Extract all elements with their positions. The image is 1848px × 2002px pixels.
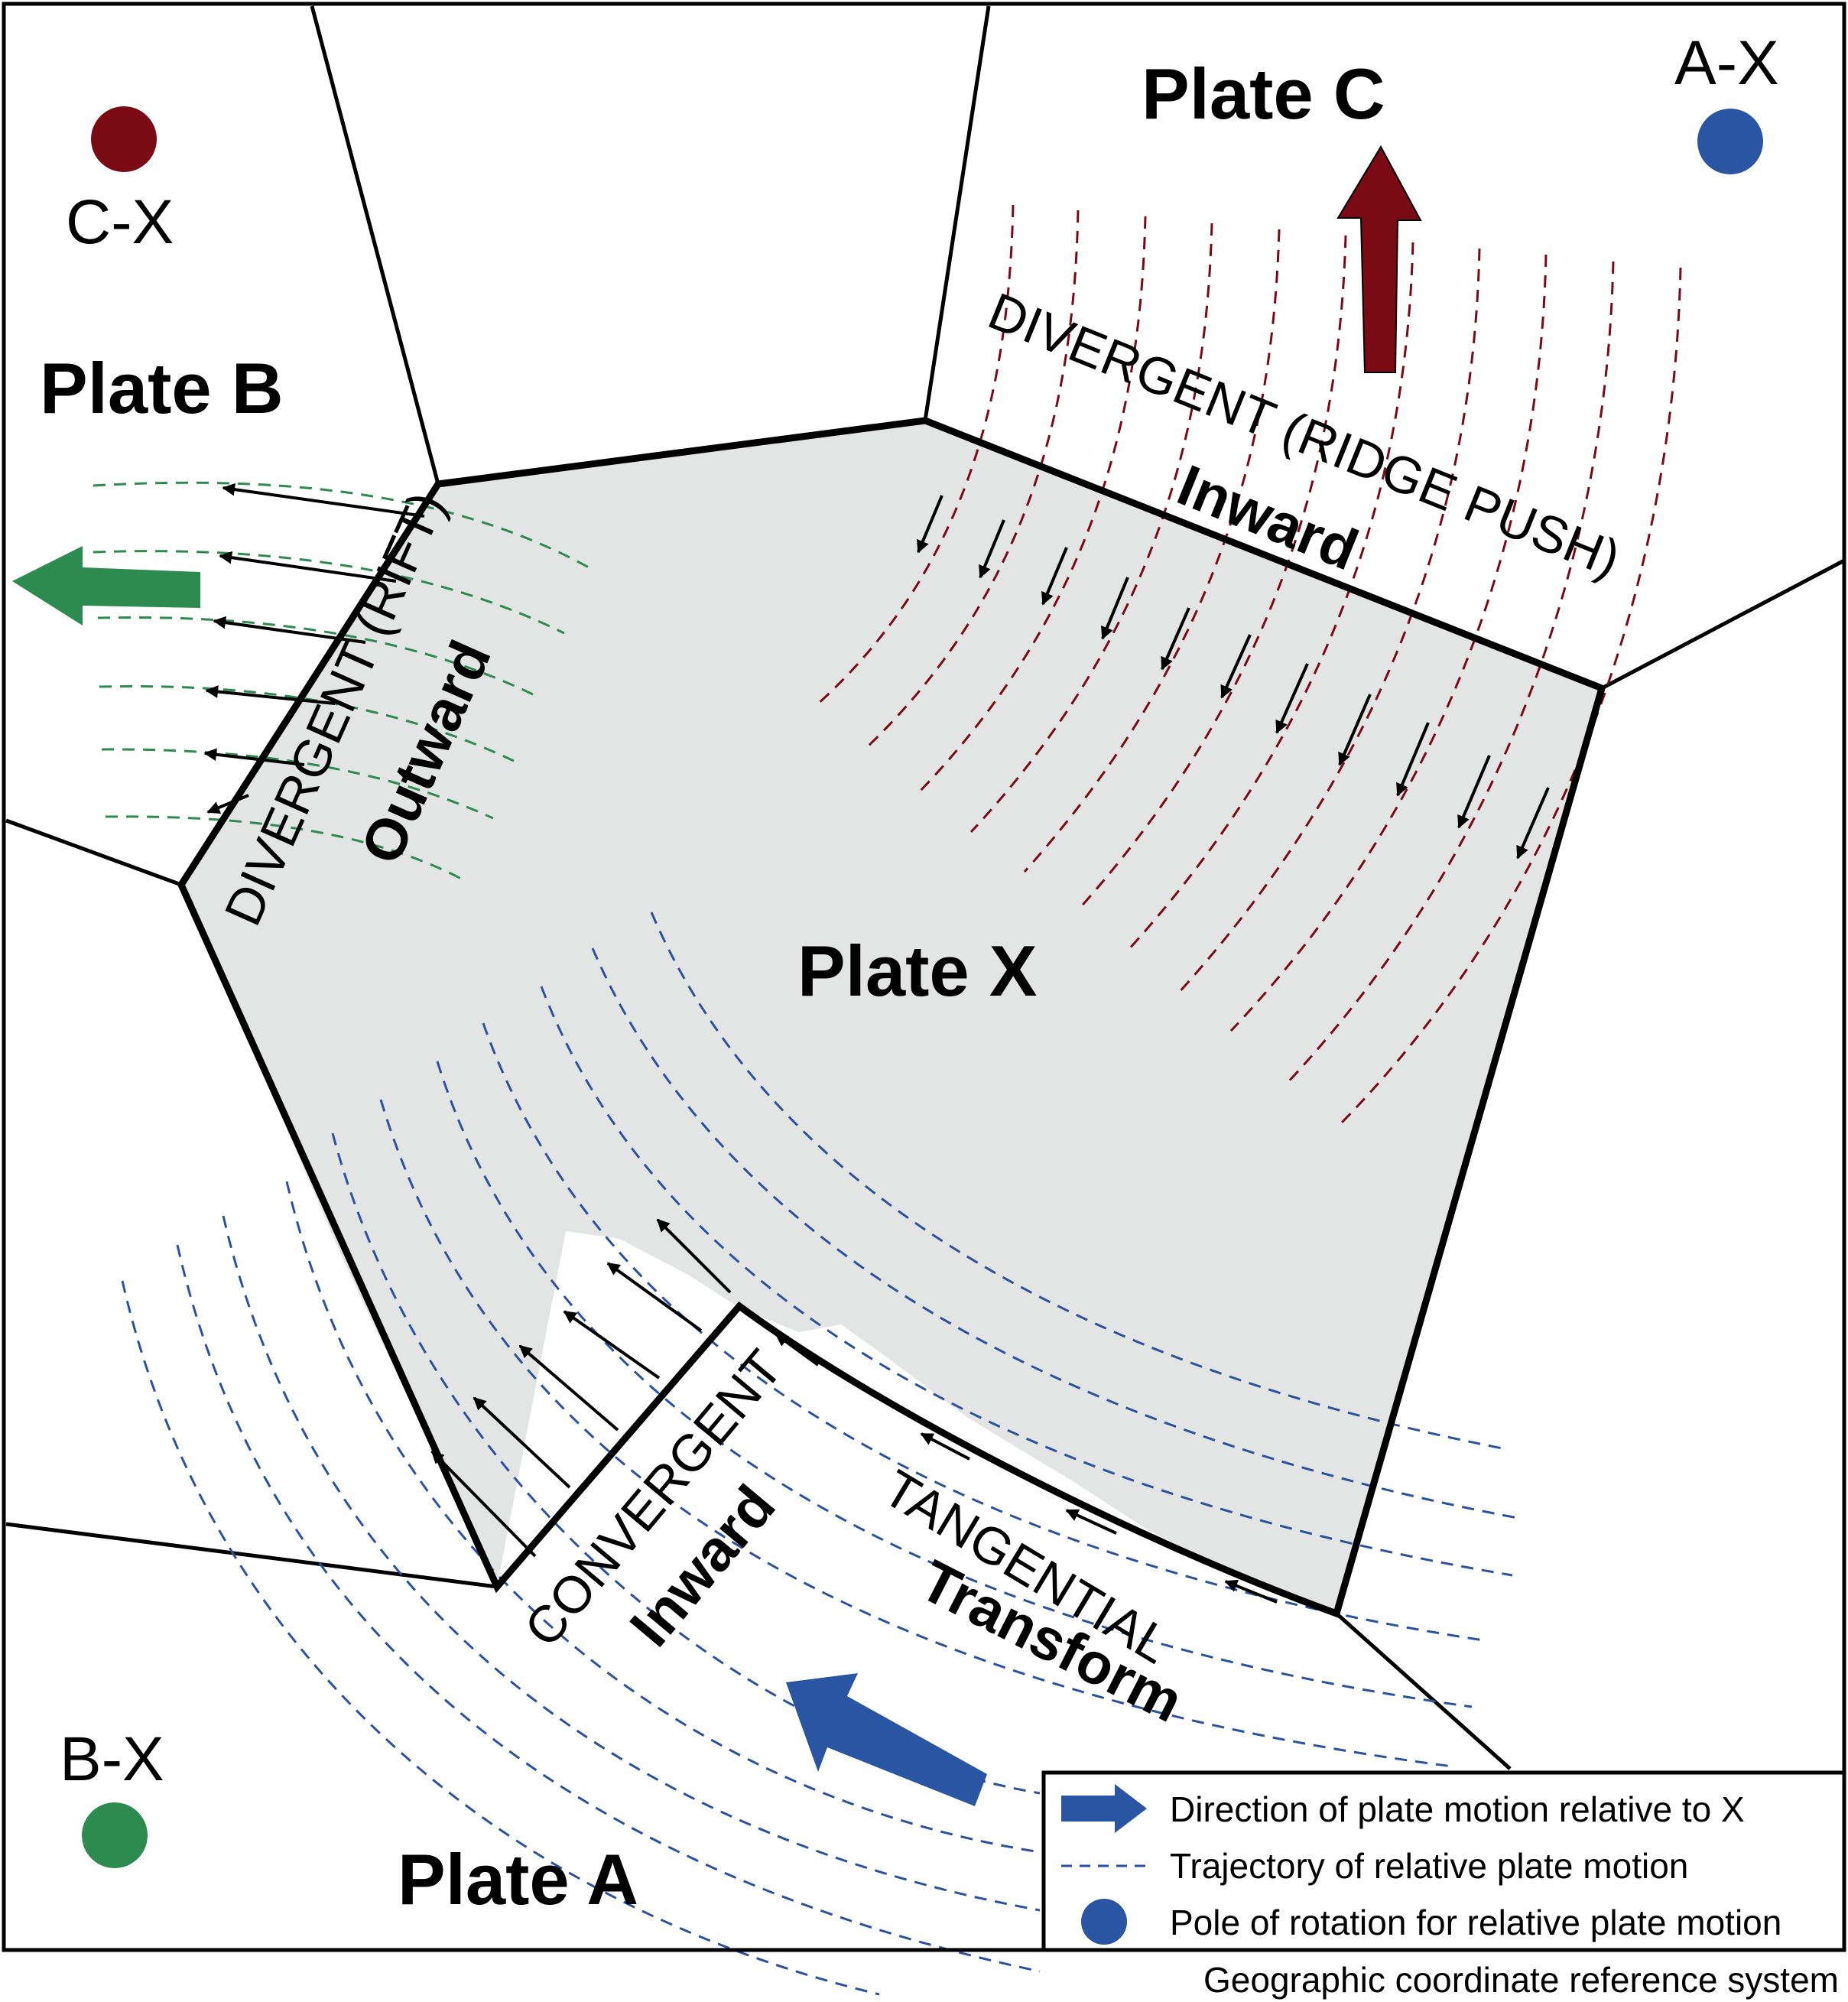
convergent-inward-arrows — [430, 1218, 732, 1558]
pole-cx-marker — [91, 106, 157, 172]
legend-pole-text: Pole of rotation for relative plate moti… — [1170, 1903, 1781, 1942]
plate-a-label: Plate A — [398, 1839, 638, 1919]
transform-arrows — [775, 1333, 1278, 1604]
plate-c-motion-arrow — [1336, 145, 1422, 373]
legend: Direction of plate motion relative to X … — [1041, 1770, 1846, 1952]
pole-bx-marker — [82, 1802, 148, 1868]
plate-b-label: Plate B — [40, 348, 284, 428]
plate-boundaries — [5, 5, 1846, 1770]
pole-cx-label: C-X — [66, 187, 174, 257]
ridge-trajectories — [815, 204, 1682, 1129]
plate-x-area — [181, 421, 1602, 1614]
map-frame — [2, 2, 1846, 1952]
legend-motion-text: Direction of plate motion relative to X — [1170, 1789, 1745, 1829]
plate-x-boundary — [177, 417, 1606, 1618]
legend-box — [1041, 1770, 1846, 1952]
plate-a-motion-arrow — [786, 1673, 987, 1806]
pole-ax-label: A-X — [1674, 28, 1779, 98]
pole-bx-label: B-X — [60, 1724, 164, 1794]
pole-ax-marker — [1697, 109, 1763, 174]
plate-c-label: Plate C — [1142, 54, 1385, 134]
rift-outward-arrows — [203, 483, 425, 814]
crs-caption: Geographic coordinate reference system — [1203, 1960, 1839, 2000]
plate-x-label: Plate X — [797, 931, 1038, 1011]
legend-motion-arrow-icon — [1061, 1784, 1147, 1833]
convergent-trajectories — [121, 912, 1518, 1996]
legend-trajectory-text: Trajectory of relative plate motion — [1170, 1846, 1688, 1886]
rift-trajectories — [93, 481, 589, 881]
plate-b-motion-arrow — [12, 546, 200, 626]
ridge-push-arrows — [917, 495, 1550, 860]
legend-pole-icon — [1081, 1899, 1127, 1945]
